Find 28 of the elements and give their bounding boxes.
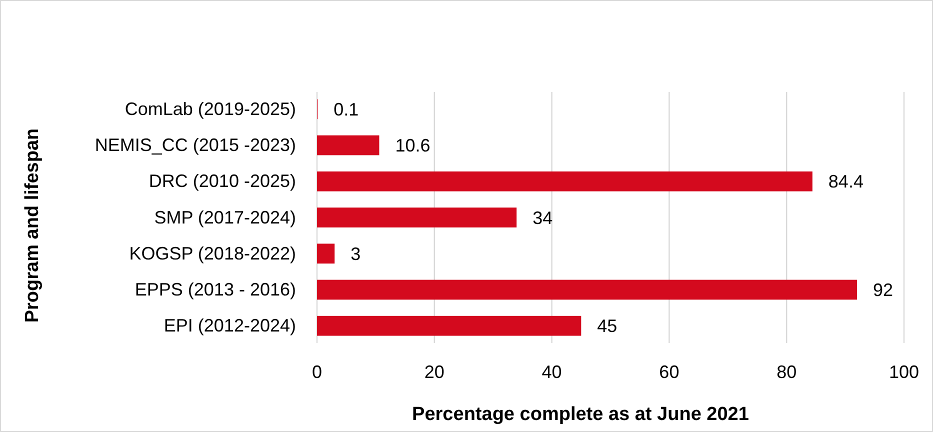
y-tick-label: KOGSP (2018-2022) <box>129 243 296 264</box>
data-label: 45 <box>597 316 618 336</box>
y-tick-label: SMP (2017-2024) <box>154 207 296 228</box>
y-tick-label: NEMIS_CC (2015 -2023) <box>94 135 296 156</box>
data-label: 0.1 <box>334 99 359 120</box>
bar <box>317 135 380 156</box>
x-tick-label: 40 <box>542 362 562 382</box>
data-label: 34 <box>532 208 553 228</box>
data-label: 3 <box>350 244 361 264</box>
y-tick-label: EPI (2012-2024) <box>164 316 296 336</box>
x-tick-label: 100 <box>888 362 920 382</box>
y-tick-label: ComLab (2019-2025) <box>124 98 296 119</box>
x-tick-label: 20 <box>424 362 444 382</box>
data-label: 92 <box>873 280 894 300</box>
x-tick-label: 0 <box>312 362 322 382</box>
bar <box>317 280 858 300</box>
data-label: 84.4 <box>828 172 864 192</box>
x-tick-label: 80 <box>776 362 797 382</box>
bar <box>317 208 517 228</box>
y-tick-label: DRC (2010 -2025) <box>148 171 296 192</box>
y-tick-label: EPPS (2013 - 2016) <box>134 279 296 300</box>
bar <box>317 244 335 264</box>
y-axis-title: Program and lifespan <box>22 128 43 323</box>
bar <box>317 171 812 192</box>
bar <box>317 316 582 336</box>
x-tick-label: 60 <box>659 362 680 382</box>
data-label: 10.6 <box>395 136 430 156</box>
x-axis-title: Percentage complete as at June 2021 <box>412 404 750 425</box>
